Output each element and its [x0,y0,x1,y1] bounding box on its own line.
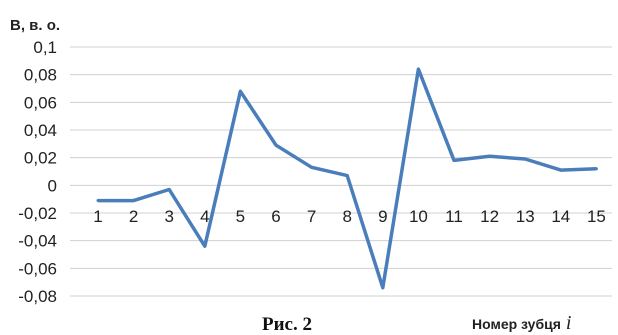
x-tick-labels: 1 2 3 4 5 6 7 8 9 10 11 12 13 14 15 [93,207,606,226]
data-point [523,157,527,161]
x-axis-label: Номер зубця i [472,312,571,334]
x-tick-label: 6 [271,207,280,226]
x-tick-label: 9 [378,207,387,226]
data-point [452,158,456,162]
gridlines [70,46,612,297]
data-point [345,174,349,178]
x-tick-label: 1 [93,207,102,226]
x-tick-label: 13 [516,207,535,226]
data-point [238,89,242,93]
x-tick-label: 4 [200,207,209,226]
y-tick-label: 0,02 [24,149,57,168]
x-tick-label: 10 [409,207,428,226]
x-tick-label: 15 [587,207,606,226]
data-point [381,286,385,290]
x-axis-label-variable: i [566,312,572,334]
y-tick-label: -0,06 [18,259,57,278]
data-point [594,167,598,171]
data-point [96,199,100,203]
x-tick-label: 7 [307,207,316,226]
y-tick-label: -0,04 [18,232,57,251]
data-point [416,67,420,71]
y-tick-labels: -0,08 -0,06 -0,04 -0,02 0 0,02 0,04 0,06 0,08 0,1 [18,38,57,306]
data-point [559,168,563,172]
x-tick-label: 3 [164,207,173,226]
figure-caption: Рис. 2 [262,314,312,335]
y-tick-label: -0,08 [18,287,57,306]
data-point [310,165,314,169]
x-tick-label: 5 [236,207,245,226]
data-point [132,199,136,203]
data-point [488,154,492,158]
y-tick-label: 0,04 [24,121,57,140]
data-series [96,67,598,290]
y-tick-label: 0 [48,176,57,195]
y-axis-label: B, в. о. [10,17,60,34]
x-tick-label: 14 [551,207,570,226]
data-point [167,187,171,191]
data-point [274,143,278,147]
y-tick-label: 0,06 [24,93,57,112]
x-tick-label: 2 [129,207,138,226]
x-tick-label: 11 [445,207,463,226]
x-axis-label-text: Номер зубця [472,316,561,332]
y-tick-label: 0,08 [24,66,57,85]
x-tick-label: 8 [342,207,351,226]
x-tick-label: 12 [480,207,499,226]
y-tick-label: -0,02 [18,204,57,223]
data-point [203,244,207,248]
y-tick-label: 0,1 [33,38,57,57]
